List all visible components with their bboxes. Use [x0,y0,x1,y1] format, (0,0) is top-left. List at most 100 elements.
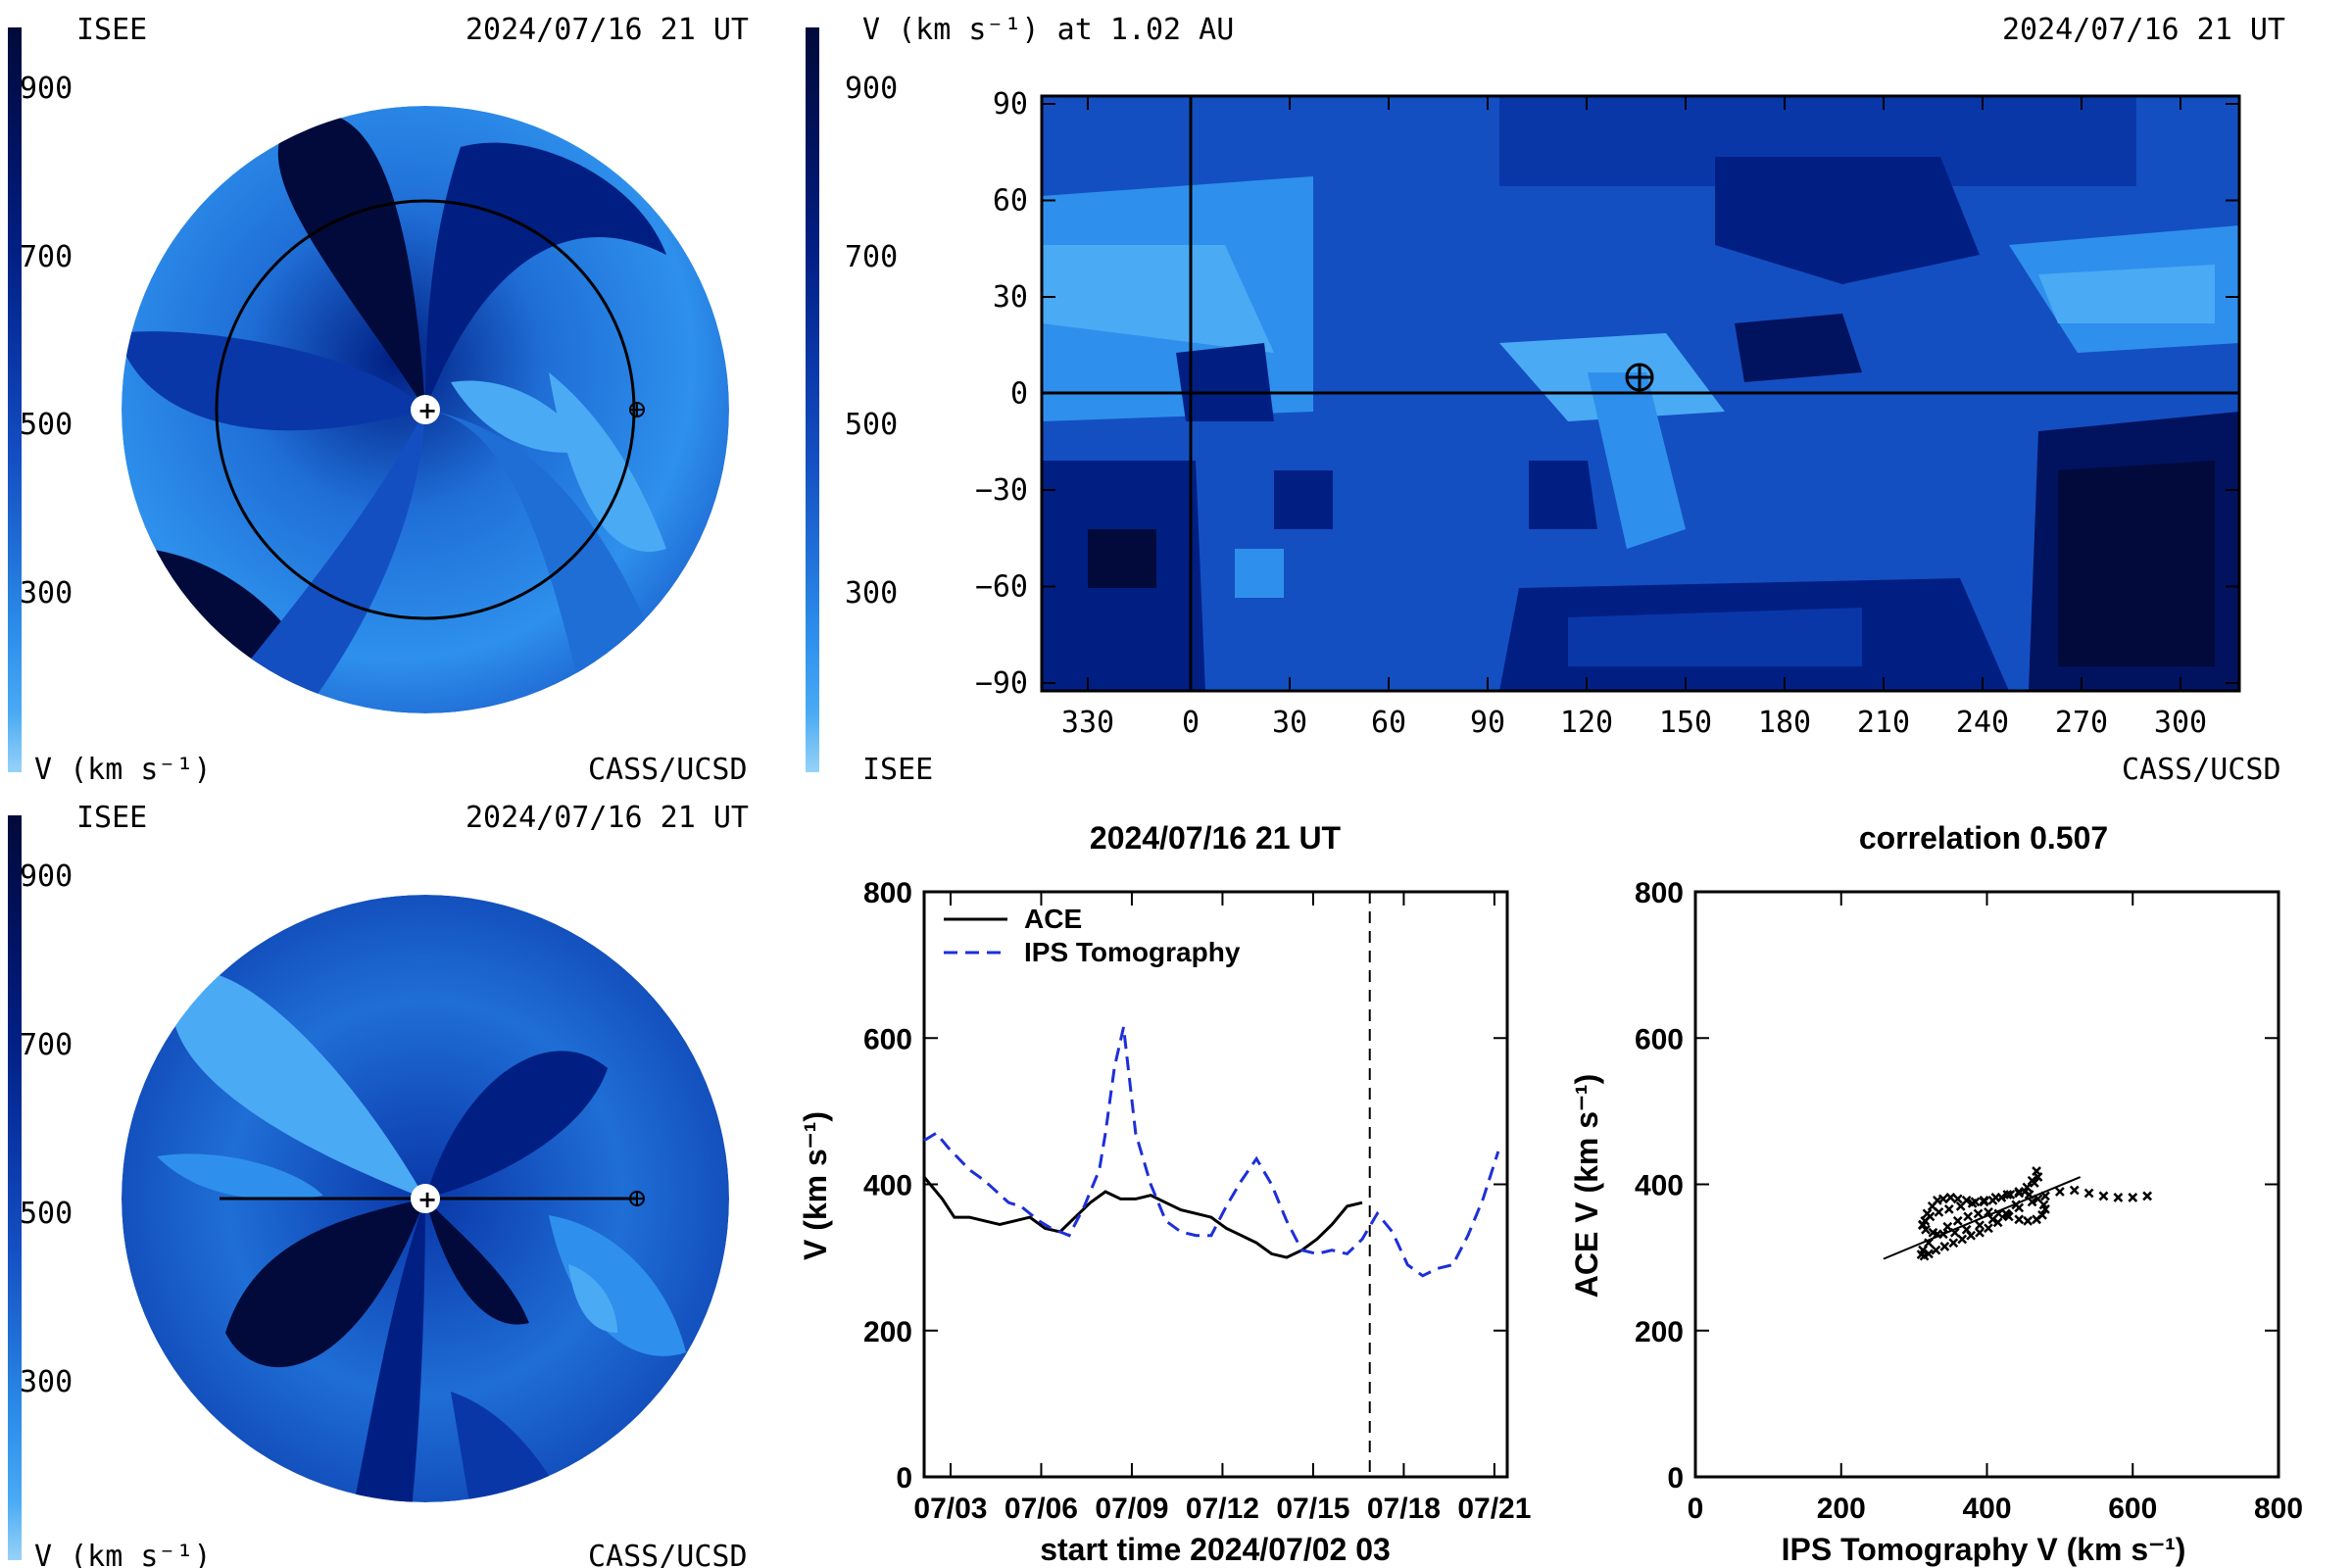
earth-icon [629,1191,645,1206]
scatter-point [2083,1188,2094,1199]
line-x-tick-label: 07/03 [913,1493,987,1525]
scatter-point [1975,1227,1984,1238]
scatter-title: correlation 0.507 [1859,820,2108,856]
scatter-y-tick-label: 200 [1635,1316,1684,1348]
scatter-point [1939,1242,1950,1251]
scatter-y-tick-label: 600 [1635,1023,1684,1055]
scatter-point [1975,1220,1984,1231]
scatter-point [1934,1206,1944,1217]
panel-unit: V (km s⁻¹) [34,1540,212,1568]
panel-label-left: ISEE [76,801,147,835]
scatter-point [1937,1194,1948,1204]
map-x-tick-label: 90 [1470,706,1505,740]
map-x-tick-label: 60 [1371,706,1406,740]
line-x-tick-label: 07/15 [1276,1493,1349,1525]
colorbar-top-left [8,27,22,772]
scatter-point [1918,1245,1928,1255]
scatter-point [2098,1191,2109,1201]
scatter-point [1984,1206,1993,1217]
map-x-tick-label: 270 [2055,706,2108,740]
sun-marker [411,1184,440,1213]
map-x-tick-label: 300 [2154,706,2207,740]
scatter-point [2033,1194,2043,1204]
scatter-x-tick-label: 400 [1962,1493,2011,1525]
scatter-point [1948,1238,1959,1249]
cb-tick-500: 500 [20,408,73,442]
scatter-point [1979,1196,1989,1205]
scatter-point [2014,1214,2025,1225]
panel-credit: CASS/UCSD [588,753,748,787]
sun-marker [411,395,440,424]
scatter-point [2040,1191,2050,1201]
colorbar-ticks-top-left: 900 700 500 300 [20,72,73,611]
scatter-points-group [1916,1166,2153,1261]
cb-tick-900: 900 [20,72,73,106]
cb-tick-300: 300 [845,576,898,611]
map-y-tick-label: 60 [993,184,1028,219]
colorbar-ticks-top-right: 900 700 500 300 [845,72,898,611]
colorbar-top-right [806,27,819,772]
scatter-point [1990,1193,2001,1202]
timeseries-chart: 2024/07/16 21 UT 0 200 400 600 800 07/03 07/06… [798,820,1531,1567]
scatter-y-tick-label: 0 [1667,1462,1684,1494]
map-axis-ticks: 330 0 30 60 90 120 150 180 210 240 270 3009060300−3… [975,87,2239,740]
map-x-tick-label: 150 [1659,706,1712,740]
legend-ace-label: ACE [1024,904,1082,934]
scatter-point [1992,1217,2003,1228]
scatter-frame [1693,890,2280,1479]
series-ace [922,1176,1363,1259]
colorbar-bottom-left [8,815,22,1560]
scatter-point [2113,1193,2124,1202]
scatter-point [1924,1238,1934,1249]
scatter-point [1967,1199,1978,1208]
cb-tick-700: 700 [845,240,898,274]
scatter-point [2069,1185,2080,1196]
map-y-tick-label: 0 [1010,377,1028,412]
cb-tick-500: 500 [20,1197,73,1231]
scatter-point [2023,1215,2034,1226]
scatter-point [2005,1190,2016,1200]
cb-tick-500: 500 [845,408,898,442]
panel-label-left: ISEE [76,13,147,47]
panel-date: 2024/07/16 21 UT [466,801,749,835]
cb-tick-700: 700 [20,240,73,274]
scatter-point [2037,1209,2047,1220]
map-x-tick-label: 240 [1956,706,2009,740]
scatter-point [2014,1202,2025,1213]
scatter-point [2032,1166,2041,1176]
scatter-y-tick-label: 800 [1635,877,1684,909]
line-x-tick-label: 07/12 [1186,1493,1259,1525]
map-credit: CASS/UCSD [2122,753,2281,787]
colorbar-ticks-bottom-left: 900 700 500 300 [20,859,73,1399]
scatter-point [1943,1203,1954,1214]
scatter-point [2128,1193,2138,1202]
scatter-point [1984,1223,1993,1234]
cb-tick-900: 900 [20,859,73,894]
line-axes: 0 200 400 600 800 07/03 07/06 07/09 07/12 07/15 07… [863,877,1531,1525]
line-y-tick-label: 400 [863,1170,912,1202]
panel-date: 2024/07/16 21 UT [466,13,749,47]
line-y-tick-label: 800 [863,877,912,909]
earth-icon [629,402,645,417]
chart-title: 2024/07/16 21 UT [1090,820,1342,856]
line-y-tick-label: 0 [896,1462,912,1494]
scatter-y-tick-label: 400 [1635,1170,1684,1202]
scatter-y-label: ACE V (km s⁻¹) [1569,1074,1604,1298]
panel-credit: CASS/UCSD [588,1540,748,1568]
scatter-point [1931,1245,1941,1255]
map-x-tick-label: 210 [1857,706,1910,740]
map-y-tick-label: −60 [975,570,1028,605]
scatter-chart: correlation 0.507 0 200 400 600 800 0 200 400 60… [1569,820,2303,1567]
scatter-point [1957,1234,1968,1245]
cb-tick-300: 300 [20,576,73,611]
panel-bottom-left: 900 700 500 300 ISEE 2024/07/16 21 UT V … [8,801,749,1568]
scatter-point [1952,1215,1963,1226]
line-series-group [922,1026,1500,1278]
scatter-point [1928,1227,1938,1238]
legend: ACE IPS Tomography [944,904,1241,967]
line-y-tick-label: 600 [863,1023,912,1055]
line-y-tick-label: 200 [863,1316,912,1348]
scatter-x-tick-label: 0 [1688,1493,1704,1525]
scatter-axes: 0 200 400 600 800 0 200 400 600 800 [1635,877,2303,1525]
scatter-point [1942,1221,1953,1232]
